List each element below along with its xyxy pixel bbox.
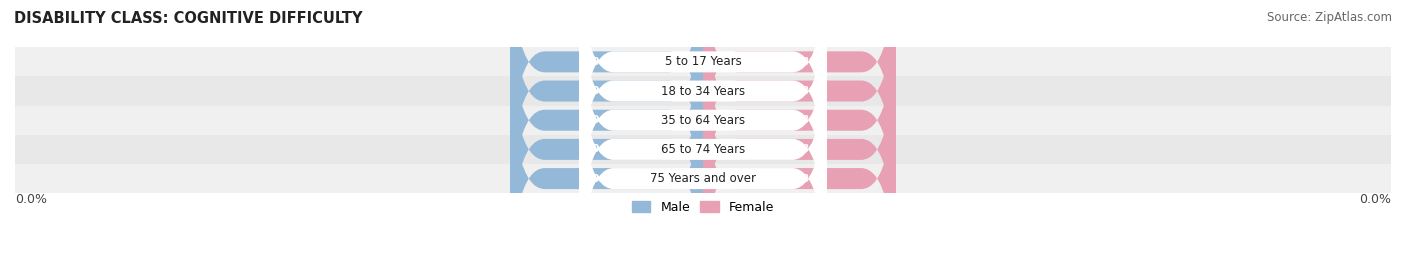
FancyBboxPatch shape — [579, 0, 827, 197]
FancyBboxPatch shape — [703, 0, 896, 256]
Text: 0.0%: 0.0% — [592, 86, 621, 96]
Text: 75 Years and over: 75 Years and over — [650, 172, 756, 185]
Text: 0.0%: 0.0% — [785, 57, 814, 67]
Text: 0.0%: 0.0% — [15, 193, 46, 206]
Text: 18 to 34 Years: 18 to 34 Years — [661, 84, 745, 98]
Legend: Male, Female: Male, Female — [627, 196, 779, 219]
Text: 5 to 17 Years: 5 to 17 Years — [665, 55, 741, 68]
Text: 0.0%: 0.0% — [592, 174, 621, 183]
FancyBboxPatch shape — [510, 43, 703, 269]
FancyBboxPatch shape — [703, 43, 896, 269]
Text: 0.0%: 0.0% — [785, 115, 814, 125]
Text: 35 to 64 Years: 35 to 64 Years — [661, 114, 745, 127]
Text: 0.0%: 0.0% — [785, 174, 814, 183]
Bar — [15, 135, 1391, 164]
Text: 0.0%: 0.0% — [592, 57, 621, 67]
Text: DISABILITY CLASS: COGNITIVE DIFFICULTY: DISABILITY CLASS: COGNITIVE DIFFICULTY — [14, 11, 363, 26]
FancyBboxPatch shape — [703, 0, 896, 226]
Text: Source: ZipAtlas.com: Source: ZipAtlas.com — [1267, 11, 1392, 24]
FancyBboxPatch shape — [510, 0, 703, 197]
FancyBboxPatch shape — [703, 14, 896, 269]
Bar — [15, 47, 1391, 76]
Text: 0.0%: 0.0% — [1360, 193, 1391, 206]
FancyBboxPatch shape — [579, 0, 827, 256]
Text: 0.0%: 0.0% — [592, 144, 621, 154]
FancyBboxPatch shape — [510, 0, 703, 256]
Bar — [15, 106, 1391, 135]
Text: 0.0%: 0.0% — [785, 86, 814, 96]
Text: 0.0%: 0.0% — [785, 144, 814, 154]
Text: 0.0%: 0.0% — [592, 115, 621, 125]
FancyBboxPatch shape — [510, 0, 703, 226]
Bar — [15, 164, 1391, 193]
FancyBboxPatch shape — [579, 14, 827, 269]
FancyBboxPatch shape — [579, 43, 827, 269]
Bar — [15, 76, 1391, 106]
FancyBboxPatch shape — [579, 0, 827, 226]
FancyBboxPatch shape — [510, 14, 703, 269]
FancyBboxPatch shape — [703, 0, 896, 197]
Text: 65 to 74 Years: 65 to 74 Years — [661, 143, 745, 156]
